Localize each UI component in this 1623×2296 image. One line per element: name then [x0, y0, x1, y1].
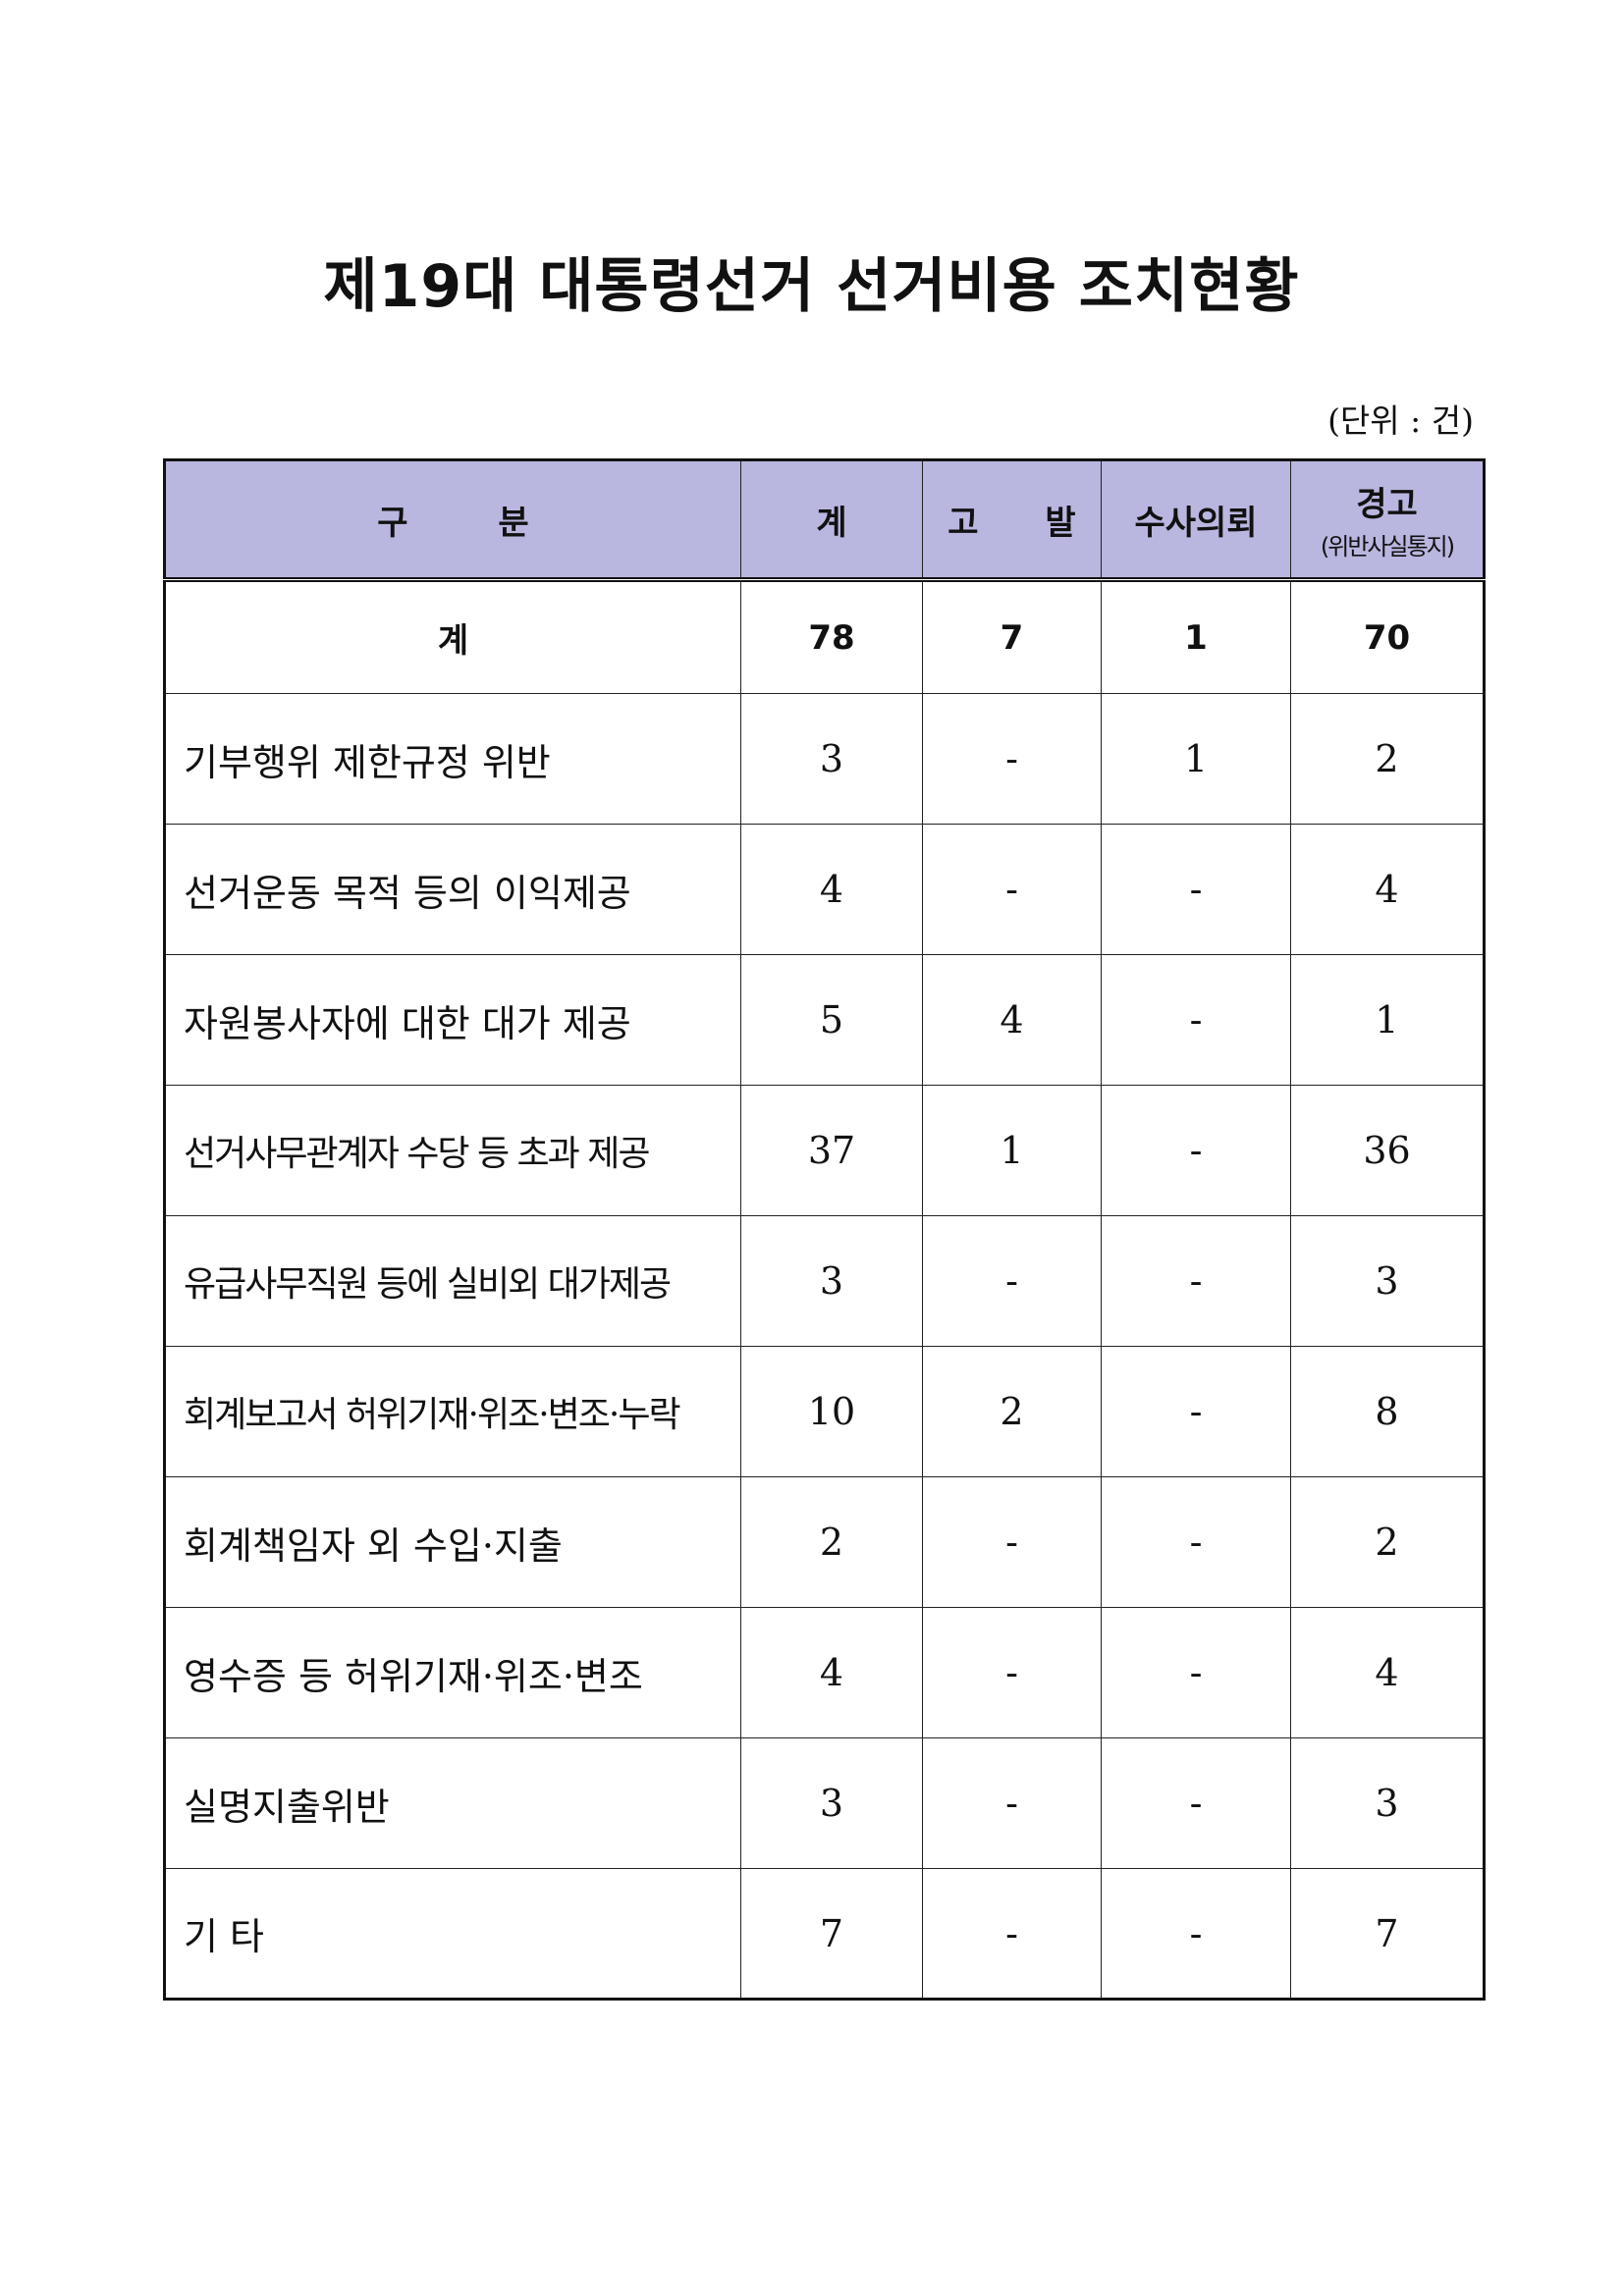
row-label: 선거사무관계자 수당 등 초과 제공 [163, 1085, 741, 1216]
row-label: 기 타 [163, 1868, 741, 2001]
header-warning-label: 경고 [1356, 485, 1418, 524]
row-prosecution: - [922, 1476, 1102, 1608]
row-prosecution: - [922, 693, 1102, 825]
unit-label: (단위 : 건) [1327, 401, 1474, 440]
header-prosecution: 고 발 [922, 458, 1102, 582]
row-prosecution: - [922, 1215, 1102, 1347]
table-row: 영수증 등 허위기재·위조·변조 4 - - 4 [163, 1607, 1486, 1738]
table-row: 선거사무관계자 수당 등 초과 제공 37 1 - 36 [163, 1085, 1486, 1216]
row-warning: 4 [1290, 824, 1486, 955]
row-total: 3 [740, 1737, 923, 1869]
row-label: 회계보고서 허위기재·위조·변조·누락 [163, 1346, 741, 1477]
row-label: 회계책임자 외 수입·지출 [163, 1476, 741, 1608]
row-warning: 8 [1290, 1346, 1486, 1477]
row-warning: 4 [1290, 1607, 1486, 1738]
header-row: 구 분 계 고 발 수사의뢰 경고 (위반사실통지) [163, 458, 1486, 582]
row-label: 실명지출위반 [163, 1737, 741, 1869]
row-prosecution: - [922, 824, 1102, 955]
row-warning: 2 [1290, 693, 1486, 825]
header-investigation: 수사의뢰 [1101, 458, 1291, 582]
table-row: 자원봉사자에 대한 대가 제공 5 4 - 1 [163, 954, 1486, 1086]
row-investigation: - [1101, 1607, 1291, 1738]
row-label: 선거운동 목적 등의 이익제공 [163, 824, 741, 955]
row-warning: 36 [1290, 1085, 1486, 1216]
row-total: 7 [740, 1868, 923, 2001]
header-warning-sublabel: (위반사실통지) [1320, 533, 1455, 561]
table-row: 실명지출위반 3 - - 3 [163, 1737, 1486, 1869]
table-row: 기 타 7 - - 7 [163, 1868, 1486, 2001]
table-row: 기부행위 제한규정 위반 3 - 1 2 [163, 693, 1486, 825]
row-prosecution: 1 [922, 1085, 1102, 1216]
table-row: 선거운동 목적 등의 이익제공 4 - - 4 [163, 824, 1486, 955]
row-prosecution: 2 [922, 1346, 1102, 1477]
row-label: 자원봉사자에 대한 대가 제공 [163, 954, 741, 1086]
row-investigation: - [1101, 1346, 1291, 1477]
total-row-prosecution: 7 [922, 579, 1102, 694]
page-title: 제19대 대통령선거 선거비용 조치현황 [323, 252, 1300, 321]
row-prosecution: - [922, 1868, 1102, 2001]
row-investigation: 1 [1101, 693, 1291, 825]
row-investigation: - [1101, 1476, 1291, 1608]
row-investigation: - [1101, 1868, 1291, 2001]
row-investigation: - [1101, 1085, 1291, 1216]
total-row: 계 78 7 1 70 [163, 579, 1486, 694]
row-total: 2 [740, 1476, 923, 1608]
header-prosecution-label: 고 발 [947, 503, 1102, 543]
row-total: 4 [740, 1607, 923, 1738]
row-warning: 3 [1290, 1737, 1486, 1869]
row-total: 10 [740, 1346, 923, 1477]
row-investigation: - [1101, 954, 1291, 1086]
header-category-label: 구 분 [377, 503, 568, 543]
row-total: 4 [740, 824, 923, 955]
header-total: 계 [740, 458, 923, 582]
row-investigation: - [1101, 1215, 1291, 1347]
row-prosecution: - [922, 1737, 1102, 1869]
total-row-investigation: 1 [1101, 579, 1291, 694]
row-warning: 7 [1290, 1868, 1486, 2001]
row-investigation: - [1101, 1737, 1291, 1869]
row-warning: 3 [1290, 1215, 1486, 1347]
table-row: 유급사무직원 등에 실비외 대가제공 3 - - 3 [163, 1215, 1486, 1347]
row-total: 5 [740, 954, 923, 1086]
table-row: 회계책임자 외 수입·지출 2 - - 2 [163, 1476, 1486, 1608]
total-row-label: 계 [163, 579, 741, 694]
row-warning: 1 [1290, 954, 1486, 1086]
total-row-total: 78 [740, 579, 923, 694]
row-total: 3 [740, 693, 923, 825]
row-prosecution: - [922, 1607, 1102, 1738]
row-label: 기부행위 제한규정 위반 [163, 693, 741, 825]
row-total: 3 [740, 1215, 923, 1347]
total-row-warning: 70 [1290, 579, 1486, 694]
row-investigation: - [1101, 824, 1291, 955]
row-warning: 2 [1290, 1476, 1486, 1608]
row-label: 유급사무직원 등에 실비외 대가제공 [163, 1215, 741, 1347]
header-warning: 경고 (위반사실통지) [1290, 458, 1486, 582]
row-total: 37 [740, 1085, 923, 1216]
measures-table: 구 분 계 고 발 수사의뢰 경고 (위반사실통지) 계 78 7 1 70 기… [163, 458, 1486, 2001]
row-prosecution: 4 [922, 954, 1102, 1086]
row-label: 영수증 등 허위기재·위조·변조 [163, 1607, 741, 1738]
table-row: 회계보고서 허위기재·위조·변조·누락 10 2 - 8 [163, 1346, 1486, 1477]
header-category: 구 분 [163, 458, 741, 582]
